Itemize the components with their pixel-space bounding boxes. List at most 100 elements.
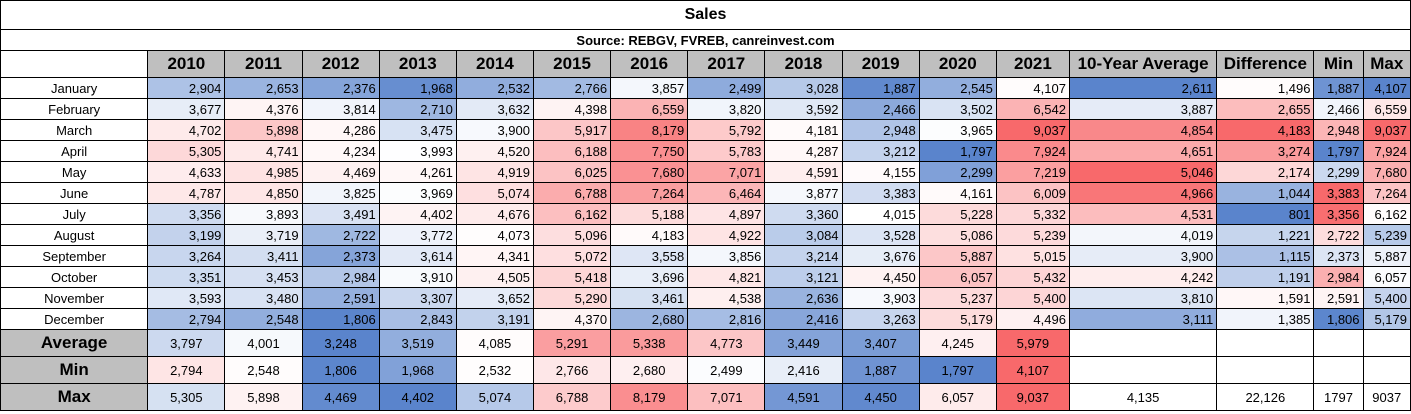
summary-cell: 4,469	[301, 383, 380, 411]
summary-extra-cell	[1362, 356, 1411, 384]
month-label: February	[0, 98, 149, 120]
data-cell: 3,453	[224, 266, 303, 288]
data-cell: 4,015	[841, 203, 920, 225]
month-label: December	[0, 308, 149, 330]
data-cell: 3,857	[610, 77, 689, 99]
data-cell: 5,332	[995, 203, 1070, 225]
column-header: Max	[1362, 50, 1411, 78]
data-cell: 5,887	[918, 245, 997, 267]
table-row: January 2,904 2,653 2,376 1,968 2,532 2,766 3,8…	[0, 77, 1411, 99]
summary-row: Max 5,305 5,898 4,469 4,402 5,074 6,788 8,179 7,…	[0, 383, 1411, 411]
month-label: June	[0, 182, 149, 204]
data-cell: 4,107	[995, 77, 1070, 99]
max-cell: 5,239	[1362, 224, 1411, 246]
data-cell: 5,086	[918, 224, 997, 246]
data-cell: 3,491	[301, 203, 380, 225]
column-header: 2014	[455, 50, 534, 78]
summary-row: Average 3,797 4,001 3,248 3,519 4,085 5,291 5,3…	[0, 329, 1411, 357]
data-cell: 5,228	[918, 203, 997, 225]
data-cell: 5,432	[995, 266, 1070, 288]
summary-cell: 1,968	[378, 356, 457, 384]
max-cell: 9,037	[1362, 119, 1411, 141]
data-cell: 3,461	[610, 287, 689, 309]
min-cell: 2,984	[1313, 266, 1364, 288]
header-corner	[0, 50, 149, 78]
min-cell: 2,299	[1313, 161, 1364, 183]
min-cell: 2,722	[1313, 224, 1364, 246]
data-cell: 2,680	[610, 308, 689, 330]
data-cell: 5,917	[532, 119, 612, 141]
data-cell: 4,234	[301, 140, 380, 162]
data-cell: 4,538	[687, 287, 766, 309]
difference-cell: 2,655	[1216, 98, 1315, 120]
data-cell: 3,632	[455, 98, 534, 120]
data-cell: 3,993	[378, 140, 457, 162]
column-header: 2021	[995, 50, 1070, 78]
max-cell: 5,179	[1362, 308, 1411, 330]
data-cell: 5,418	[532, 266, 612, 288]
min-cell: 2,948	[1313, 119, 1364, 141]
table-row: August 3,199 3,719 2,722 3,772 4,073 5,096 4,18…	[0, 224, 1411, 246]
data-cell: 3,360	[764, 203, 843, 225]
summary-cell: 7,071	[687, 383, 766, 411]
data-cell: 4,787	[147, 182, 226, 204]
data-cell: 6,542	[995, 98, 1070, 120]
difference-cell: 4,183	[1216, 119, 1315, 141]
data-cell: 7,219	[995, 161, 1070, 183]
data-cell: 4,919	[455, 161, 534, 183]
summary-cell: 5,291	[532, 329, 612, 357]
data-cell: 5,188	[610, 203, 689, 225]
min-cell: 2,373	[1313, 245, 1364, 267]
data-cell: 5,898	[224, 119, 303, 141]
data-cell: 3,969	[378, 182, 457, 204]
month-label: January	[0, 77, 149, 99]
difference-cell: 1,191	[1216, 266, 1315, 288]
data-cell: 2,710	[378, 98, 457, 120]
summary-cell: 2,680	[610, 356, 689, 384]
data-cell: 6,464	[687, 182, 766, 204]
column-header: 2011	[224, 50, 303, 78]
data-cell: 7,071	[687, 161, 766, 183]
data-cell: 3,677	[147, 98, 226, 120]
summary-cell: 1,806	[301, 356, 380, 384]
difference-cell: 3,274	[1216, 140, 1315, 162]
data-cell: 4,402	[378, 203, 457, 225]
data-cell: 2,636	[764, 287, 843, 309]
header-row: 2010 2011 2012 2013 2014 2015 2016 2017 2018 2019…	[0, 50, 1411, 78]
summary-cell: 4,107	[995, 356, 1070, 384]
summary-cell: 5,305	[147, 383, 226, 411]
table-row: May 4,633 4,985 4,469 4,261 4,919 6,025 7,680 7,…	[0, 161, 1411, 183]
min-cell: 3,356	[1313, 203, 1364, 225]
table-title: Sales	[0, 0, 1411, 30]
summary-label: Min	[0, 356, 149, 384]
data-cell: 2,466	[841, 98, 920, 120]
data-cell: 4,702	[147, 119, 226, 141]
column-header: 2015	[532, 50, 612, 78]
data-cell: 3,199	[147, 224, 226, 246]
ten-year-average-cell: 2,611	[1068, 77, 1218, 99]
data-cell: 5,792	[687, 119, 766, 141]
data-cell: 3,528	[841, 224, 920, 246]
month-label: September	[0, 245, 149, 267]
data-cell: 7,750	[610, 140, 689, 162]
data-cell: 3,356	[147, 203, 226, 225]
column-header: 2018	[764, 50, 843, 78]
summary-cell: 2,766	[532, 356, 612, 384]
column-header: 2020	[918, 50, 997, 78]
data-cell: 3,383	[841, 182, 920, 204]
data-cell: 1,797	[918, 140, 997, 162]
data-cell: 2,548	[224, 308, 303, 330]
difference-cell: 1,385	[1216, 308, 1315, 330]
summary-cell: 2,499	[687, 356, 766, 384]
data-cell: 2,591	[301, 287, 380, 309]
data-cell: 5,290	[532, 287, 612, 309]
month-label: November	[0, 287, 149, 309]
summary-extra-cell	[1068, 356, 1218, 384]
column-header: 2017	[687, 50, 766, 78]
data-cell: 3,696	[610, 266, 689, 288]
data-cell: 2,545	[918, 77, 997, 99]
data-cell: 3,676	[841, 245, 920, 267]
max-cell: 6,559	[1362, 98, 1411, 120]
data-cell: 4,676	[455, 203, 534, 225]
min-cell: 1,887	[1313, 77, 1364, 99]
